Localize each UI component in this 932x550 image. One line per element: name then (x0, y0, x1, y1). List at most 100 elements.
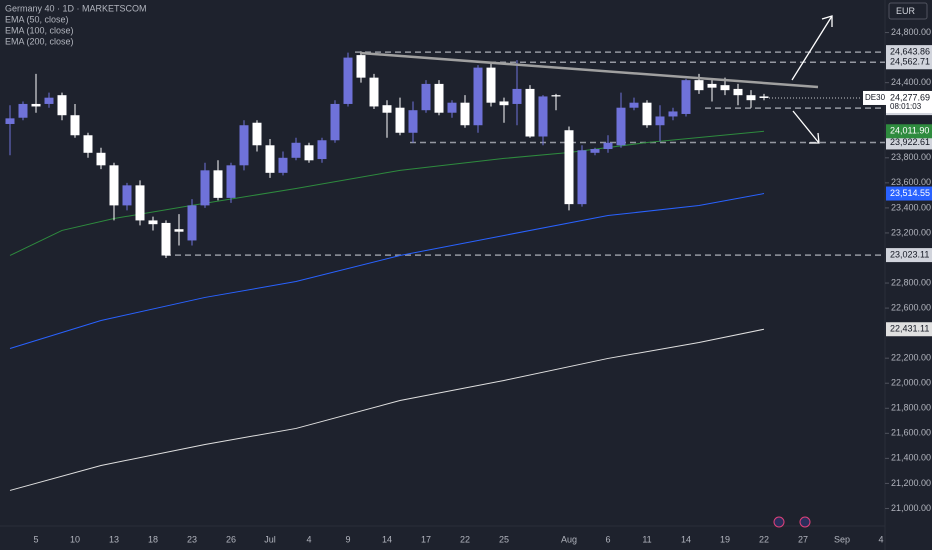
candle-body (564, 130, 574, 205)
candle-body (174, 229, 184, 232)
x-tick-label: 4 (878, 534, 883, 544)
level-tag (886, 55, 932, 70)
y-tick-label: 21,400.00 (891, 453, 931, 463)
candle-body (603, 142, 613, 150)
level-tag (886, 135, 932, 150)
candle-body (369, 77, 379, 107)
level-tag (886, 248, 932, 263)
candle-body (473, 67, 483, 126)
x-tick-label: 9 (345, 534, 350, 544)
candle-body (642, 102, 652, 126)
level-tag-label: 23,922.61 (890, 137, 930, 147)
candle-body (382, 105, 392, 113)
candle-body (486, 67, 496, 103)
candle-body (161, 222, 171, 256)
y-tick-label: 23,200.00 (891, 227, 931, 237)
x-tick-label: 14 (681, 534, 691, 544)
plot (5, 51, 885, 491)
y-tick-label: 22,200.00 (891, 353, 931, 363)
candle-body (720, 85, 730, 91)
candle-body (434, 83, 444, 113)
last-price-label: 24,277.69 (890, 92, 930, 102)
level-tag-label: 24,643.86 (890, 46, 930, 56)
candle-body (135, 185, 145, 221)
candle-body (304, 145, 314, 161)
x-tick-label: 4 (306, 534, 311, 544)
countdown: 08:01:03 (890, 102, 922, 111)
level-tag-label: 24,562.71 (890, 57, 930, 67)
x-tick-label: Sep (834, 534, 850, 544)
level-tag-label: 23,023.11 (890, 249, 929, 259)
arrow-down (792, 110, 820, 144)
y-tick-label: 21,200.00 (891, 478, 931, 488)
y-tick-label: 24,800.00 (891, 27, 931, 37)
candle-body (746, 95, 756, 101)
candle-body (265, 145, 275, 173)
y-tick-label: 22,800.00 (891, 277, 931, 287)
candle-body (681, 80, 691, 114)
candle-body (200, 170, 210, 206)
y-tick-label: 23,400.00 (891, 202, 931, 212)
x-tick-label: 25 (499, 534, 509, 544)
ema-tag (886, 124, 932, 139)
candle-body (31, 103, 41, 107)
candle-body (96, 152, 106, 166)
y-tick-label: 23,800.00 (891, 152, 931, 162)
y-tick-label: 21,600.00 (891, 428, 931, 438)
ema-line (9, 328, 765, 491)
candle-body (109, 165, 119, 206)
candle-body (57, 95, 67, 116)
symbol-label: DE30 (865, 93, 886, 102)
candle-body (460, 102, 470, 126)
ema-tag-label: 22,431.11 (890, 324, 929, 334)
y-tick-label: 21,800.00 (891, 403, 931, 413)
candle-body (291, 142, 301, 158)
currency[interactable]: EUR (896, 6, 916, 16)
candle-body (525, 88, 535, 137)
x-tick-label: Aug (561, 534, 577, 544)
candle-body (356, 55, 366, 78)
x-tick-label: 17 (421, 534, 431, 544)
candle-body (733, 88, 743, 96)
candle-body (317, 140, 327, 160)
candle-body (395, 107, 405, 133)
x-tick-label: 19 (720, 534, 730, 544)
ema-tag-label: 24,011.90 (890, 126, 929, 136)
x-tick-label: 11 (642, 534, 651, 544)
x-tick-label: Jul (264, 534, 276, 544)
candle-body (759, 96, 769, 98)
candle-body (629, 102, 639, 108)
chart-title: Germany 40 · 1D · MARKETSCOM (5, 3, 147, 13)
x-tick-label: 13 (109, 534, 119, 544)
candle-body (655, 116, 665, 126)
candle-body (18, 103, 28, 118)
currency-box[interactable] (888, 2, 928, 20)
trendline (359, 51, 819, 89)
candle-body (70, 115, 80, 136)
last-price-tag (886, 90, 932, 113)
candle-body (122, 185, 132, 206)
candle-body (707, 83, 717, 88)
candle-body (499, 101, 509, 106)
candle-body (252, 122, 262, 146)
x-tick-label: 22 (759, 534, 769, 544)
x-tick-label: 6 (605, 534, 610, 544)
candle-body (213, 170, 223, 198)
candle-body (226, 165, 236, 198)
x-tick-label: 14 (382, 534, 392, 544)
candle-body (187, 205, 197, 241)
candle-body (538, 96, 548, 137)
y-tick-label: 22,600.00 (891, 302, 931, 312)
x-tick-label: 10 (70, 534, 80, 544)
candle-body (330, 103, 340, 141)
y-tick-label: 23,600.00 (891, 177, 931, 187)
candle-body (616, 107, 626, 146)
candle-body (44, 97, 54, 104)
legend-entry: EMA (100, close) (5, 25, 74, 35)
arrow-up (791, 15, 833, 81)
legend-entry: EMA (200, close) (5, 36, 74, 46)
x-tick-label: 5 (33, 534, 38, 544)
